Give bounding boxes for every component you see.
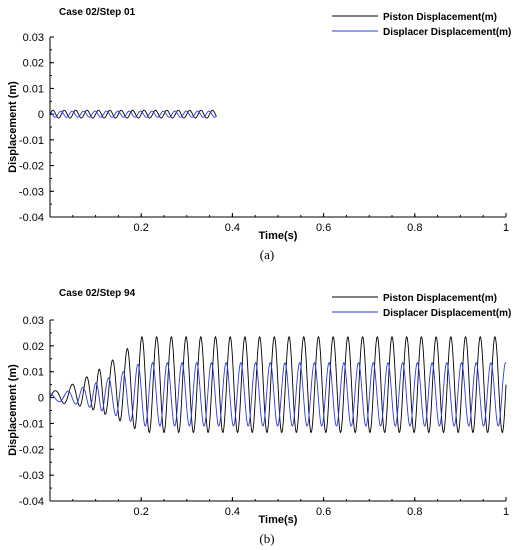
panel-b-y-tick-label: -0.02 <box>19 444 44 456</box>
panel-b-x-ticks: 0.2 0.4 0.6 0.8 1 <box>72 497 509 518</box>
panel-b-legend-label-displacer: Displacer Displacement(m) <box>383 308 511 319</box>
panel-a-y-tick-label: -0.01 <box>19 135 44 147</box>
panel-b-legend-label-piston: Piston Displacement(m) <box>383 293 497 304</box>
panel-a-series-line-piston <box>49 109 217 119</box>
panel-b: Case 02/Step 94 Piston Displacement(m) D… <box>7 288 511 546</box>
panel-b-y-ticks: -0.04 -0.03 -0.02 -0.01 0 0.01 0.02 0.03 <box>19 315 54 508</box>
panel-a-x-tick-label: 0.8 <box>407 222 422 234</box>
panel-b-series-line-piston <box>49 336 507 434</box>
panel-a-y-tick-label: 0 <box>38 109 44 121</box>
panel-a-y-tick-label: 0.03 <box>23 32 44 44</box>
panel-a-x-tick-label: 0.6 <box>316 222 331 234</box>
panel-b-y-tick-label: -0.03 <box>19 470 44 482</box>
panel-a-legend-label-displacer: Displacer Displacement(m) <box>383 27 511 38</box>
panel-b-y-tick-label: -0.04 <box>19 496 44 508</box>
panel-b-x-tick-label: 0.6 <box>316 506 331 518</box>
panel-a-x-axis-title: Time(s) <box>259 230 298 242</box>
panel-b-x-tick-label: 1 <box>503 506 509 518</box>
panel-a: Case 02/Step 01 Piston Displacement(m) D… <box>7 7 511 262</box>
panel-a-label: (a) <box>260 247 274 262</box>
panel-b-y-tick-label: 0.03 <box>23 315 44 327</box>
panel-b-y-axis-title: Displacement (m) <box>7 364 19 456</box>
panel-b-x-axis-title: Time(s) <box>259 514 298 526</box>
panel-b-y-tick-label: -0.01 <box>19 418 44 430</box>
panel-a-y-tick-label: 0.01 <box>23 83 44 95</box>
panel-a-y-ticks: -0.04 -0.03 -0.02 -0.01 0 0.01 0.02 0.03 <box>19 32 54 224</box>
panel-b-series <box>49 336 507 434</box>
panel-a-x-ticks: 0.2 0.4 0.6 0.8 1 <box>72 213 509 234</box>
panel-a-legend-label-piston: Piston Displacement(m) <box>383 12 497 23</box>
panel-b-y-tick-label: 0 <box>38 393 44 405</box>
panel-b-x-tick-label: 0.2 <box>134 506 149 518</box>
panel-a-y-tick-label: -0.04 <box>19 212 44 224</box>
panel-a-y-tick-label: -0.02 <box>19 161 44 173</box>
panel-b-series-line-displacer <box>49 362 507 427</box>
panel-a-x-tick-label: 1 <box>503 222 509 234</box>
panel-a-y-tick-label: 0.02 <box>23 58 44 70</box>
panel-b-x-tick-label: 0.8 <box>407 506 422 518</box>
panel-b-legend: Piston Displacement(m) Displacer Displac… <box>332 293 511 319</box>
panel-a-series-line-displacer <box>49 110 217 118</box>
panel-a-series <box>49 109 217 119</box>
panel-a-x-tick-label: 0.4 <box>225 222 240 234</box>
panel-a-title: Case 02/Step 01 <box>59 7 136 18</box>
panel-b-y-tick-label: 0.02 <box>23 341 44 353</box>
panel-a-x-tick-label: 0.2 <box>134 222 149 234</box>
panel-b-label: (b) <box>259 531 274 546</box>
panel-a-y-tick-label: -0.03 <box>19 186 44 198</box>
panel-b-title: Case 02/Step 94 <box>59 288 136 299</box>
panel-a-y-axis-title: Displacement (m) <box>7 81 19 173</box>
panel-b-x-tick-label: 0.4 <box>225 506 240 518</box>
panel-a-legend: Piston Displacement(m) Displacer Displac… <box>332 12 511 38</box>
panel-b-y-tick-label: 0.01 <box>23 367 44 379</box>
